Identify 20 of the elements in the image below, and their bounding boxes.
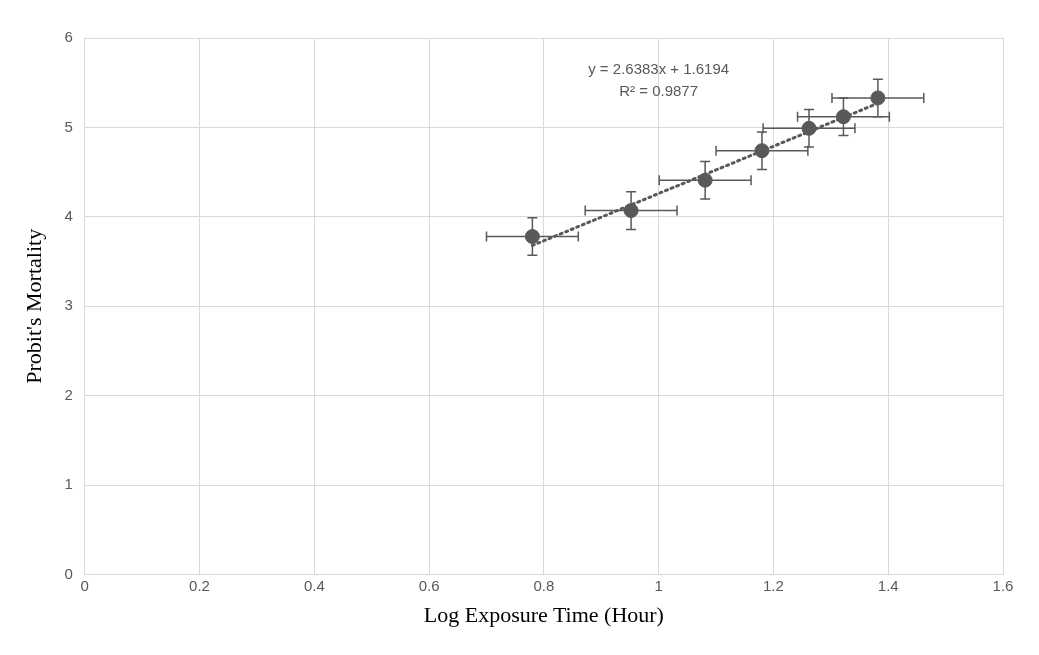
x-tick-label: 1.4 — [877, 576, 899, 594]
x-axis-title: Log Exposure Time (Hour) — [423, 601, 664, 627]
x-tick-label: 0.2 — [189, 576, 210, 594]
x-tick-label: 0.8 — [533, 576, 555, 594]
y-axis-title: Probit's Mortality — [20, 228, 46, 384]
annotation: y = 2.6383x + 1.6194 — [588, 59, 730, 77]
y-tick-label: 2 — [64, 385, 73, 403]
x-tick-label: 0.6 — [418, 576, 440, 594]
x-tick-label: 0 — [80, 576, 89, 594]
y-tick-label: 0 — [64, 564, 73, 582]
x-tick-label: 0.4 — [303, 576, 325, 594]
y-tick-label: 3 — [64, 296, 73, 314]
y-tick-label: 4 — [64, 207, 73, 225]
x-tick-label: 1.2 — [763, 576, 784, 594]
y-tick-label: 1 — [64, 475, 73, 493]
annotation: R² = 0.9877 — [619, 81, 699, 99]
x-tick-label: 1.6 — [992, 576, 1014, 594]
y-tick-label: 6 — [64, 28, 73, 46]
y-tick-label: 5 — [64, 117, 73, 135]
x-tick-label: 1 — [654, 576, 663, 594]
